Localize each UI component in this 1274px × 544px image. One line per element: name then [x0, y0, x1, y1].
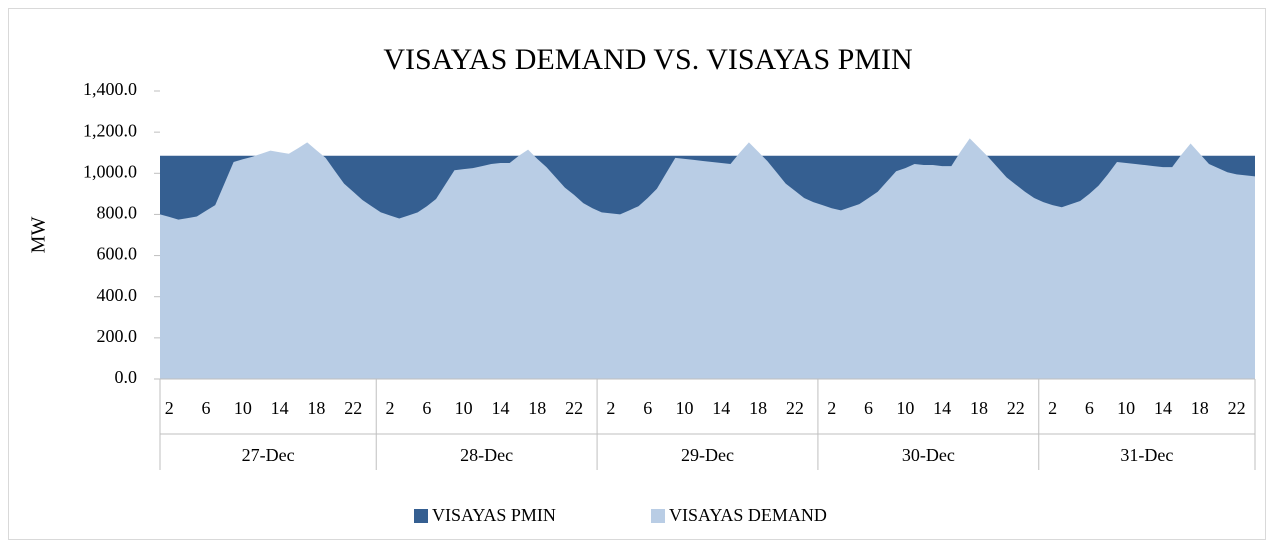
- x-tick-label: 18: [749, 398, 767, 418]
- group-label: 27-Dec: [242, 445, 295, 465]
- group-label: 29-Dec: [681, 445, 734, 465]
- x-tick-label: 14: [271, 398, 289, 418]
- legend-label: VISAYAS DEMAND: [669, 505, 827, 525]
- x-tick-label: 10: [675, 398, 693, 418]
- legend-swatch: [414, 509, 428, 523]
- x-tick-label: 6: [864, 398, 873, 418]
- x-tick-label: 2: [606, 398, 615, 418]
- x-tick-label: 6: [643, 398, 652, 418]
- group-label: 30-Dec: [902, 445, 955, 465]
- legend-swatch: [651, 509, 665, 523]
- x-tick-label: 2: [1048, 398, 1057, 418]
- x-tick-label: 10: [1117, 398, 1135, 418]
- area: [160, 138, 1255, 379]
- x-tick-label: 2: [827, 398, 836, 418]
- x-tick-label: 18: [970, 398, 988, 418]
- y-tick-label: 400.0: [97, 285, 138, 305]
- chart-title: VISAYAS DEMAND VS. VISAYAS PMIN: [383, 43, 912, 76]
- x-tick-label: 18: [307, 398, 325, 418]
- x-tick-label: 22: [1007, 398, 1025, 418]
- y-tick-label: 200.0: [97, 326, 138, 346]
- x-tick-label: 14: [491, 398, 509, 418]
- y-tick-label: 600.0: [97, 244, 138, 264]
- x-tick-label: 10: [896, 398, 914, 418]
- x-tick-label: 6: [202, 398, 211, 418]
- x-tick-label: 10: [234, 398, 252, 418]
- y-tick-label: 800.0: [97, 203, 138, 223]
- x-tick-label: 22: [1228, 398, 1246, 418]
- x-tick-label: 6: [422, 398, 431, 418]
- y-tick-label: 1,000.0: [83, 161, 137, 181]
- y-tick-label: 0.0: [115, 367, 138, 387]
- group-label: 28-Dec: [460, 445, 513, 465]
- x-tick-label: 22: [344, 398, 362, 418]
- x-tick-label: 10: [455, 398, 473, 418]
- x-tick-label: 22: [786, 398, 804, 418]
- x-tick-label: 14: [933, 398, 951, 418]
- group-label: 31-Dec: [1120, 445, 1173, 465]
- y-tick-label: 1,200.0: [83, 120, 137, 140]
- x-tick-label: 6: [1085, 398, 1094, 418]
- x-tick-label: 14: [712, 398, 730, 418]
- y-tick-label: 1,400.0: [83, 79, 137, 99]
- x-tick-label: 18: [528, 398, 546, 418]
- y-axis-label: MW: [28, 217, 50, 254]
- legend-label: VISAYAS PMIN: [432, 505, 556, 525]
- x-tick-label: 22: [565, 398, 583, 418]
- x-tick-label: 2: [386, 398, 395, 418]
- x-tick-label: 14: [1154, 398, 1172, 418]
- x-tick-label: 2: [165, 398, 174, 418]
- x-tick-label: 18: [1191, 398, 1209, 418]
